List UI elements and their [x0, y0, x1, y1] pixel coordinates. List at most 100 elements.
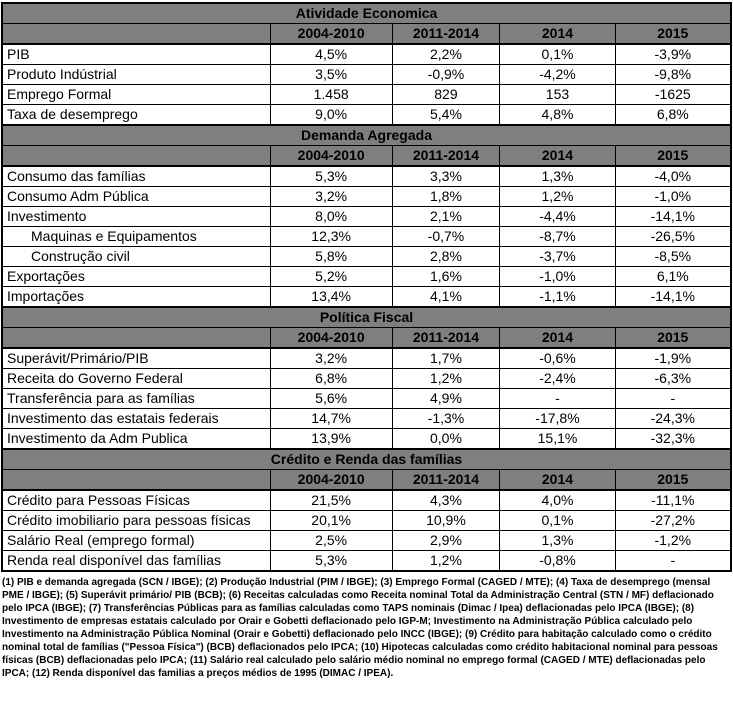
table-row: Construção civil 5,8% 2,8% -3,7% -8,5% — [1, 246, 732, 267]
col-header-1: 2011-2014 — [391, 469, 501, 491]
cell-value: 3,2% — [269, 347, 393, 369]
row-label: Maquinas e Equipamentos — [1, 226, 271, 247]
cell-value: -4,2% — [499, 64, 616, 85]
cell-value: -4,4% — [499, 206, 616, 227]
col-header-1: 2011-2014 — [391, 327, 501, 349]
cell-value: 13,4% — [269, 286, 393, 308]
row-label: Renda real disponível das famílias — [1, 550, 271, 572]
cell-value: -26,5% — [614, 226, 732, 247]
cell-value: 6,1% — [614, 266, 732, 287]
cell-value: - — [614, 388, 732, 409]
cell-value: -1,2% — [614, 530, 732, 551]
col-header-empty — [1, 23, 271, 45]
cell-value: 5,6% — [269, 388, 393, 409]
table-row: Maquinas e Equipamentos 12,3% -0,7% -8,7% -2… — [1, 226, 732, 247]
cell-value: 1,2% — [391, 368, 501, 389]
cell-value: -27,2% — [614, 510, 732, 531]
cell-value: 4,8% — [499, 104, 616, 126]
cell-value: 4,0% — [499, 489, 616, 511]
row-label: Consumo Adm Pública — [1, 186, 271, 207]
cell-value: 8,0% — [269, 206, 393, 227]
col-header-0: 2004-2010 — [269, 469, 393, 491]
row-label: PIB — [1, 43, 271, 65]
col-header-3: 2015 — [614, 23, 732, 45]
cell-value: -8,7% — [499, 226, 616, 247]
cell-value: -2,4% — [499, 368, 616, 389]
table-row: Consumo das famílias 5,3% 3,3% 1,3% -4,0% — [1, 165, 732, 187]
col-header-0: 2004-2010 — [269, 23, 393, 45]
cell-value: 5,2% — [269, 266, 393, 287]
cell-value: -11,1% — [614, 489, 732, 511]
cell-value: 6,8% — [614, 104, 732, 126]
cell-value: 1.458 — [269, 84, 393, 105]
col-header-2: 2014 — [499, 23, 616, 45]
row-label: Superávit/Primário/PIB — [1, 347, 271, 369]
section-title: Política Fiscal — [1, 306, 732, 328]
cell-value: -1,3% — [391, 408, 501, 429]
row-label: Salário Real (emprego formal) — [1, 530, 271, 551]
cell-value: 4,3% — [391, 489, 501, 511]
cell-value: - — [499, 388, 616, 409]
col-header-2: 2014 — [499, 327, 616, 349]
row-label: Importações — [1, 286, 271, 308]
cell-value: 4,5% — [269, 43, 393, 65]
cell-value: 829 — [391, 84, 501, 105]
cell-value: -0,9% — [391, 64, 501, 85]
cell-value: 1,2% — [391, 550, 501, 572]
cell-value: 4,9% — [391, 388, 501, 409]
table-row: Taxa de desemprego 9,0% 5,4% 4,8% 6,8% — [1, 104, 732, 126]
col-header-2: 2014 — [499, 145, 616, 167]
cell-value: 1,2% — [499, 186, 616, 207]
cell-value: 21,5% — [269, 489, 393, 511]
cell-value: 6,8% — [269, 368, 393, 389]
cell-value: -0,6% — [499, 347, 616, 369]
cell-value: -0,7% — [391, 226, 501, 247]
cell-value: - — [614, 550, 732, 572]
row-label: Crédito imobiliario para pessoas físicas — [1, 510, 271, 531]
cell-value: -6,3% — [614, 368, 732, 389]
cell-value: -1,0% — [499, 266, 616, 287]
cell-value: -1,1% — [499, 286, 616, 308]
cell-value: 3,2% — [269, 186, 393, 207]
cell-value: -1625 — [614, 84, 732, 105]
row-label: Investimento das estatais federais — [1, 408, 271, 429]
table-row: Exportações 5,2% 1,6% -1,0% 6,1% — [1, 266, 732, 287]
cell-value: 12,3% — [269, 226, 393, 247]
economic-indicators-table: Atividade Economica 2004-2010 2011-2014 201… — [1, 2, 732, 572]
table-row: Superávit/Primário/PIB 3,2% 1,7% -0,6% -1,9% — [1, 347, 732, 369]
col-header-0: 2004-2010 — [269, 327, 393, 349]
row-label: Consumo das famílias — [1, 165, 271, 187]
cell-value: -14,1% — [614, 206, 732, 227]
row-label: Investimento da Adm Publica — [1, 428, 271, 450]
row-label: Taxa de desemprego — [1, 104, 271, 126]
table-row: Crédito imobiliario para pessoas físicas… — [1, 510, 732, 531]
footnotes-text: (1) PIB e demanda agregada (SCN / IBGE);… — [2, 577, 718, 679]
cell-value: 15,1% — [499, 428, 616, 450]
row-label: Investimento — [1, 206, 271, 227]
cell-value: 2,2% — [391, 43, 501, 65]
table-row: Investimento da Adm Publica 13,9% 0,0% 15,1… — [1, 428, 732, 450]
cell-value: -32,3% — [614, 428, 732, 450]
cell-value: 2,5% — [269, 530, 393, 551]
col-header-3: 2015 — [614, 145, 732, 167]
cell-value: -1,0% — [614, 186, 732, 207]
table-row: Importações 13,4% 4,1% -1,1% -14,1% — [1, 286, 732, 308]
cell-value: -1,9% — [614, 347, 732, 369]
report-page: Atividade Economica 2004-2010 2011-2014 201… — [1, 2, 732, 679]
section-title: Demanda Agregada — [1, 124, 732, 146]
table-row: PIB 4,5% 2,2% 0,1% -3,9% — [1, 43, 732, 65]
row-label: Construção civil — [1, 246, 271, 267]
cell-value: -3,7% — [499, 246, 616, 267]
cell-value: 14,7% — [269, 408, 393, 429]
cell-value: 3,3% — [391, 165, 501, 187]
col-header-3: 2015 — [614, 327, 732, 349]
table-row: Receita do Governo Federal 6,8% 1,2% -2,4% -… — [1, 368, 732, 389]
table-row: Produto Indústrial 3,5% -0,9% -4,2% -9,8% — [1, 64, 732, 85]
cell-value: 1,3% — [499, 530, 616, 551]
cell-value: 0,1% — [499, 510, 616, 531]
col-header-empty — [1, 145, 271, 167]
col-header-empty — [1, 469, 271, 491]
cell-value: -3,9% — [614, 43, 732, 65]
cell-value: 0,0% — [391, 428, 501, 450]
cell-value: 9,0% — [269, 104, 393, 126]
